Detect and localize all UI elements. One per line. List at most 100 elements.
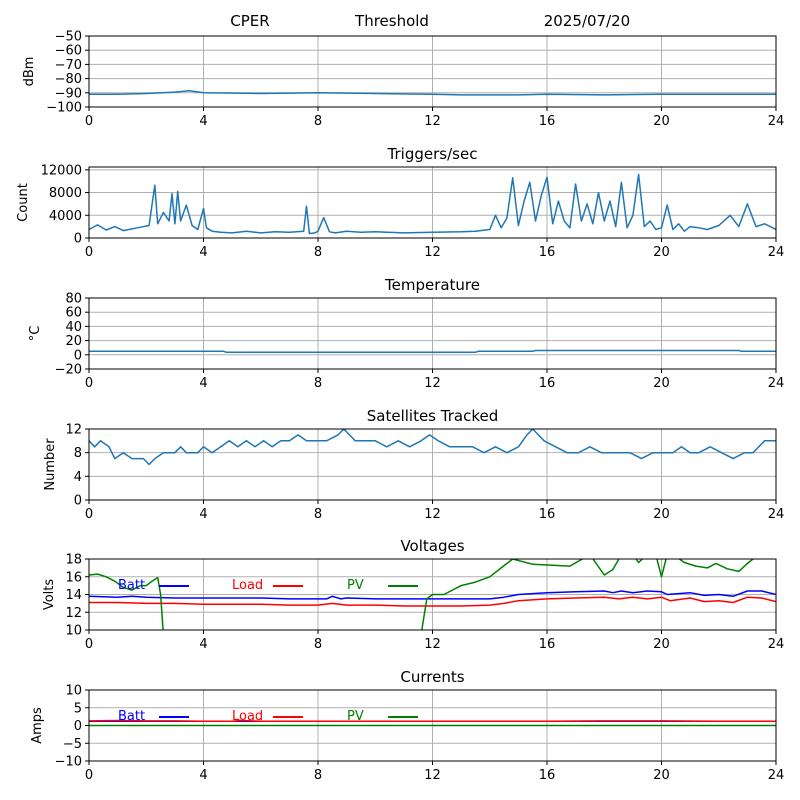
x-tick-label: 8 [314,114,322,129]
series-line-load [89,596,776,607]
panel-voltages: 0 4 8 12 16 20 24 10 12 14 16 18 Volts Voltages Batt Lo… [42,537,784,652]
panel-triggers: 0 4 8 12 16 20 24 0 4000 8000 12000 Count Triggers/s… [16,145,784,260]
x-tick-label: 0 [85,245,93,260]
x-tick-label: 20 [653,245,670,260]
x-tick-label: 8 [314,245,322,260]
x-tick-label: 0 [85,637,93,652]
y-tick-label: −60 [55,44,82,59]
x-tick-label: 12 [424,507,441,522]
y-tick-label: 0 [74,719,82,734]
series-group [89,429,776,466]
x-tick-label: 12 [424,768,441,783]
y-tick-label: 16 [65,570,82,585]
series-line [89,429,776,466]
x-tick-label: 20 [653,637,670,652]
x-tick-label: 8 [314,768,322,783]
header-mode: Threshold [354,12,429,30]
y-tick-label: −80 [55,72,82,87]
legend-label-pv: PV [347,578,364,593]
x-tick-label: 0 [85,768,93,783]
x-tick-label: 4 [199,507,207,522]
y-axis-label: Volts [42,579,57,611]
panel-threshold: 0 4 8 12 16 20 24 −100−90−80−70−60−50 dBm [22,30,784,130]
series-group [89,349,776,354]
y-axis-label: Amps [30,707,45,744]
y-tick-label: 4000 [49,209,82,224]
x-tick-label: 24 [768,507,785,522]
y-tick-label: 0 [74,232,82,247]
y-tick-label: 8 [74,446,82,461]
header-station: CPER [230,12,269,30]
series-line [89,349,776,354]
header-date: 2025/07/20 [544,12,630,30]
x-tick-label: 4 [199,376,207,391]
panel-title: Voltages [400,537,464,555]
y-axis-label: Count [16,183,31,222]
y-tick-label: 5 [74,701,82,716]
y-tick-label: −90 [55,86,82,101]
x-tick-label: 4 [199,245,207,260]
y-tick-label: 14 [65,588,82,603]
series-line-batt [89,590,776,600]
x-tick-label: 24 [768,768,785,783]
x-tick-label: 4 [199,768,207,783]
y-tick-label: −10 [55,755,82,770]
y-tick-label: 12000 [41,163,82,178]
x-tick-label: 12 [424,637,441,652]
y-tick-label: 12 [65,606,82,621]
y-tick-label: −20 [55,363,82,378]
x-tick-label: 4 [199,637,207,652]
series-line [89,89,776,96]
y-tick-label: 40 [65,320,82,335]
y-tick-label: −5 [63,737,82,752]
x-tick-label: 16 [539,637,556,652]
y-tick-label: 4 [74,470,82,485]
x-tick-label: 16 [539,114,556,129]
y-tick-label: 80 [65,292,82,307]
x-tick-label: 24 [768,245,785,260]
y-tick-label: 0 [74,494,82,509]
x-tick-label: 12 [424,114,441,129]
x-tick-label: 24 [768,637,785,652]
x-tick-label: 16 [539,245,556,260]
panel-currents: 0 4 8 12 16 20 24 −10 −5 0 5 10 Amps Currents Batt Load… [30,668,784,783]
x-tick-label: 20 [653,114,670,129]
y-tick-label: 0 [74,348,82,363]
series-group [89,89,776,96]
x-tick-label: 24 [768,114,785,129]
legend-label-batt: Batt [118,709,145,724]
x-tick-label: 8 [314,376,322,391]
x-tick-label: 20 [653,768,670,783]
series-group [89,719,776,727]
x-tick-label: 20 [653,507,670,522]
y-tick-label: 12 [65,423,82,438]
series-group [89,559,776,630]
legend-label-load: Load [232,709,263,724]
y-tick-label: 10 [65,624,82,639]
panel-title: Temperature [384,276,480,294]
series-line [89,173,776,235]
y-tick-label: 18 [65,553,82,568]
y-axis-label: °C [28,326,43,342]
legend-label-pv: PV [347,709,364,724]
x-tick-label: 0 [85,114,93,129]
y-axis-label: dBm [22,57,37,87]
x-tick-label: 16 [539,507,556,522]
y-tick-label: −50 [55,30,82,45]
panel-title: Satellites Tracked [367,407,498,425]
y-tick-label: 20 [65,334,82,349]
x-tick-label: 16 [539,376,556,391]
x-tick-label: 8 [314,507,322,522]
y-axis-label: Number [43,438,58,491]
x-tick-label: 16 [539,768,556,783]
y-tick-label: 8000 [49,186,82,201]
x-tick-label: 12 [424,245,441,260]
x-tick-label: 8 [314,637,322,652]
x-tick-label: 20 [653,376,670,391]
series-group [89,173,776,235]
legend-label-batt: Batt [118,578,145,593]
series-line-load [89,719,776,722]
